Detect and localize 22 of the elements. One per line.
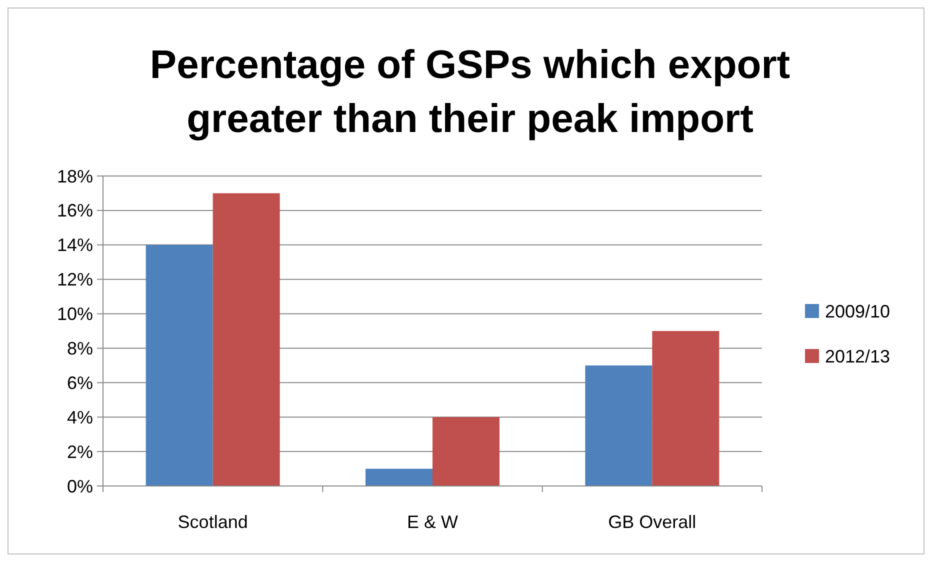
y-tick-label: 4% — [66, 407, 93, 428]
x-tick-label: E & W — [406, 512, 458, 532]
y-tick-label: 18% — [56, 166, 93, 186]
bar — [432, 417, 500, 486]
bar — [652, 331, 720, 486]
legend-label: 2009/10 — [825, 301, 890, 322]
y-tick-label: 12% — [56, 270, 93, 290]
y-tick-label: 10% — [56, 304, 93, 324]
bar — [366, 468, 432, 486]
x-tick-label: GB Overall — [608, 512, 696, 532]
y-tick-label: 2% — [66, 442, 93, 462]
y-tick-label: 6% — [66, 372, 93, 393]
chart-title: Percentage of GSPs which export greater than their peak import — [150, 43, 790, 141]
y-tick-label: 16% — [56, 200, 93, 221]
bar — [212, 193, 280, 486]
legend-label: 2012/13 — [825, 346, 890, 366]
x-tick-label: Scotland — [178, 512, 248, 532]
bar — [146, 244, 213, 486]
y-tick-label: 14% — [56, 235, 93, 256]
bar — [585, 365, 652, 486]
y-tick-label: 8% — [66, 338, 93, 359]
y-tick-label: 0% — [66, 476, 93, 496]
